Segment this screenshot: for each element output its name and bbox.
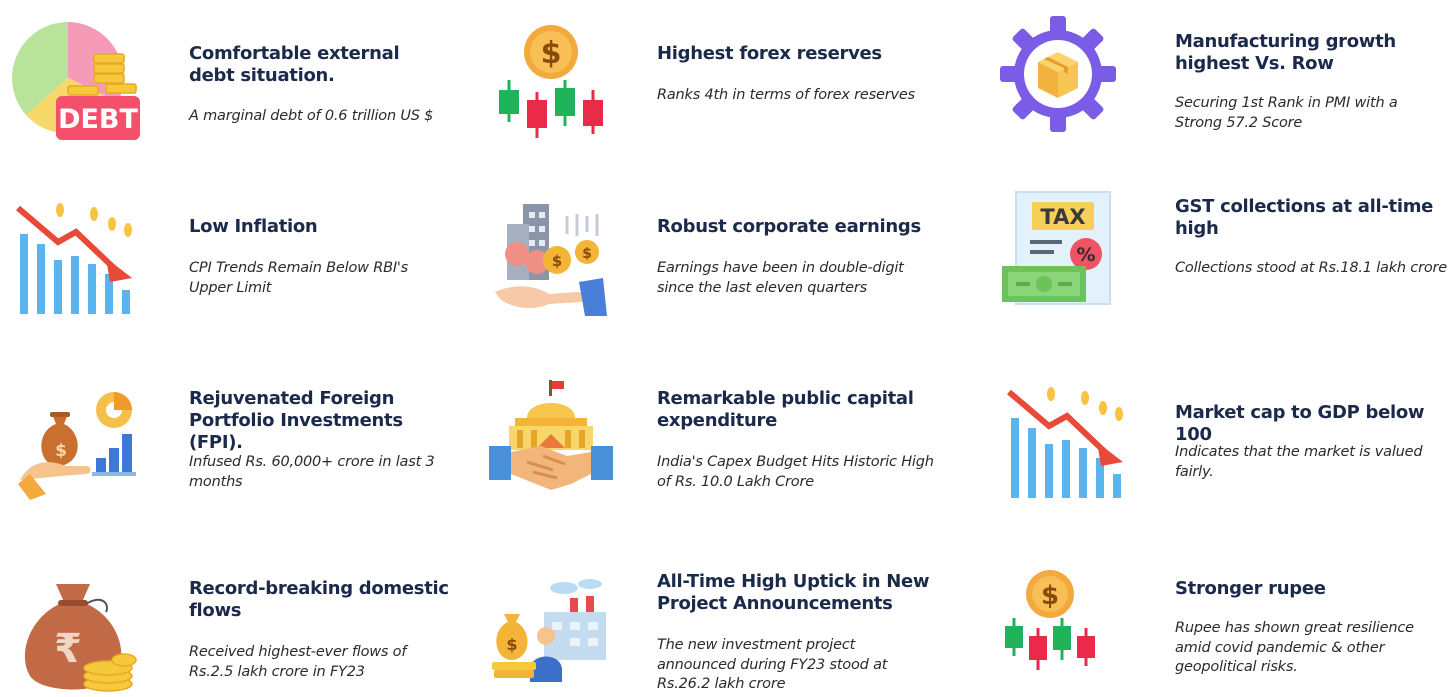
svg-text:DEBT: DEBT (58, 104, 138, 135)
card-description: Received highest-ever flows of Rs.2.5 la… (189, 644, 407, 680)
card-title: Low Inflation (189, 216, 318, 237)
handshake-government-icon (487, 378, 615, 508)
factory-investor-icon: $ (490, 574, 612, 686)
card-title: Remarkable public capital expenditure (657, 388, 914, 431)
card-title: Rejuvenated Foreign Portfolio Investment… (189, 388, 403, 453)
card-description: The new investment project announced dur… (657, 637, 888, 692)
card-description: Indicates that the market is valued fair… (1175, 444, 1423, 480)
gear-box-icon (1000, 16, 1116, 132)
svg-text:$: $ (552, 252, 562, 270)
card-description: India's Capex Budget Hits Historic High … (657, 454, 934, 490)
svg-text:TAX: TAX (1040, 205, 1085, 229)
falling-bar-chart-icon (1005, 384, 1127, 502)
svg-text:$: $ (541, 36, 562, 71)
tax-document-icon: TAX % (1000, 190, 1116, 308)
rupee-money-bag-icon: ₹ (12, 576, 142, 694)
falling-bar-chart-icon (14, 200, 136, 318)
card-description: A marginal debt of 0.6 trillion US $ (189, 108, 434, 124)
card-title: Record-breaking domestic flows (189, 578, 449, 621)
card-description: Rupee has shown great resilience amid co… (1175, 620, 1414, 675)
dollar-candlestick-icon: $ (1000, 568, 1100, 672)
card-description: Infused Rs. 60,000+ crore in last 3 mont… (189, 454, 435, 490)
card-title: GST collections at all-time high (1175, 196, 1434, 239)
dollar-candlestick-icon: $ (493, 22, 608, 140)
card-description: Ranks 4th in terms of forex reserves (657, 87, 915, 103)
svg-text:₹: ₹ (54, 626, 82, 672)
svg-text:$: $ (582, 246, 592, 262)
card-description: CPI Trends Remain Below RBI's Upper Limi… (189, 260, 409, 296)
card-title: Stronger rupee (1175, 578, 1326, 599)
hand-coins-building-icon: $ $ (493, 198, 608, 322)
card-title: Market cap to GDP below 100 (1175, 402, 1425, 445)
svg-text:%: % (1076, 244, 1095, 266)
svg-text:$: $ (55, 441, 67, 461)
svg-text:$: $ (506, 635, 517, 654)
card-description: Collections stood at Rs.18.1 lakh crore (1175, 260, 1447, 276)
card-title: All-Time High Uptick in New Project Anno… (657, 571, 930, 614)
svg-text:$: $ (1041, 581, 1059, 611)
card-description: Securing 1st Rank in PMI with a Strong 5… (1175, 95, 1398, 131)
card-title: Manufacturing growth highest Vs. Row (1175, 31, 1396, 74)
card-title: Robust corporate earnings (657, 216, 921, 237)
card-title: Highest forex reserves (657, 43, 882, 64)
debt-pie-coins-icon: DEBT (12, 20, 142, 144)
card-description: Earnings have been in double-digit since… (657, 260, 904, 296)
hand-money-bag-chart-icon: $ (16, 384, 138, 502)
card-title: Comfortable external debt situation. (189, 43, 400, 86)
